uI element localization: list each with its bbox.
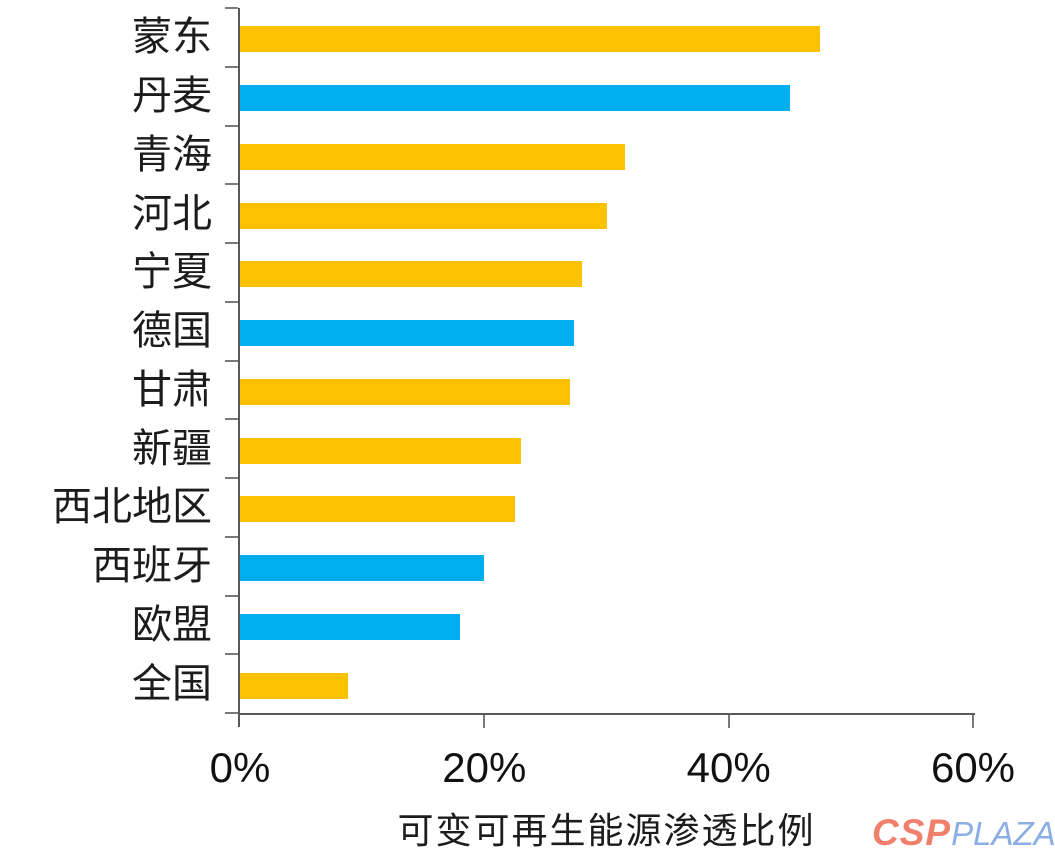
x-tick-label: 20% <box>442 744 527 791</box>
bar <box>240 378 570 405</box>
y-axis-tick <box>225 183 238 186</box>
y-category-label: 青海 <box>132 131 212 177</box>
y-category-label: 河北 <box>132 190 212 236</box>
y-axis-tick <box>225 124 238 127</box>
y-category-label: 德国 <box>132 308 212 354</box>
bar <box>240 26 821 53</box>
y-category-label: 丹麦 <box>132 73 212 119</box>
y-category-label: 宁夏 <box>132 249 212 295</box>
y-axis-tick <box>225 594 238 597</box>
y-category-label: 欧盟 <box>132 601 212 647</box>
bar <box>240 613 460 640</box>
y-category-label: 蒙东 <box>132 14 212 60</box>
y-category-label: 全国 <box>132 660 212 706</box>
bar <box>240 496 515 523</box>
y-category-label: 新疆 <box>132 425 212 471</box>
bar <box>240 202 607 229</box>
y-axis-tick <box>225 7 238 9</box>
x-axis-title: 可变可再生能源渗透比例 <box>397 811 816 851</box>
watermark-csp-text: CSP <box>872 812 952 853</box>
bar <box>240 261 583 288</box>
y-category-label: 西班牙 <box>92 543 212 589</box>
plot-area <box>240 8 973 713</box>
x-axis-tick <box>483 715 486 728</box>
y-axis-tick <box>225 242 238 244</box>
bar <box>240 143 625 170</box>
y-axis-tick <box>225 477 238 479</box>
y-axis-tick <box>225 653 238 656</box>
y-category-label: 西北地区 <box>52 484 212 530</box>
y-axis-tick <box>225 65 238 68</box>
bar <box>240 672 348 699</box>
y-category-label: 甘肃 <box>132 366 212 412</box>
bar <box>240 437 521 464</box>
y-axis-tick <box>225 535 238 538</box>
y-axis-line <box>238 8 240 727</box>
y-axis-tick <box>225 418 238 421</box>
x-axis-tick <box>972 715 974 728</box>
y-axis-tick <box>225 359 238 362</box>
x-tick-label: 60% <box>930 744 1016 791</box>
x-axis-tick <box>727 715 730 728</box>
x-tick-label: 0% <box>209 744 271 791</box>
y-axis-tick <box>225 712 238 714</box>
x-tick-label: 40% <box>686 744 771 791</box>
x-axis-line <box>238 713 975 715</box>
bar <box>240 320 574 347</box>
y-axis-tick <box>225 300 238 303</box>
watermark-logo: CSPPLAZA <box>872 812 1055 854</box>
bar <box>240 85 790 112</box>
watermark-plaza-text: PLAZA <box>951 815 1055 852</box>
bar <box>240 555 485 582</box>
